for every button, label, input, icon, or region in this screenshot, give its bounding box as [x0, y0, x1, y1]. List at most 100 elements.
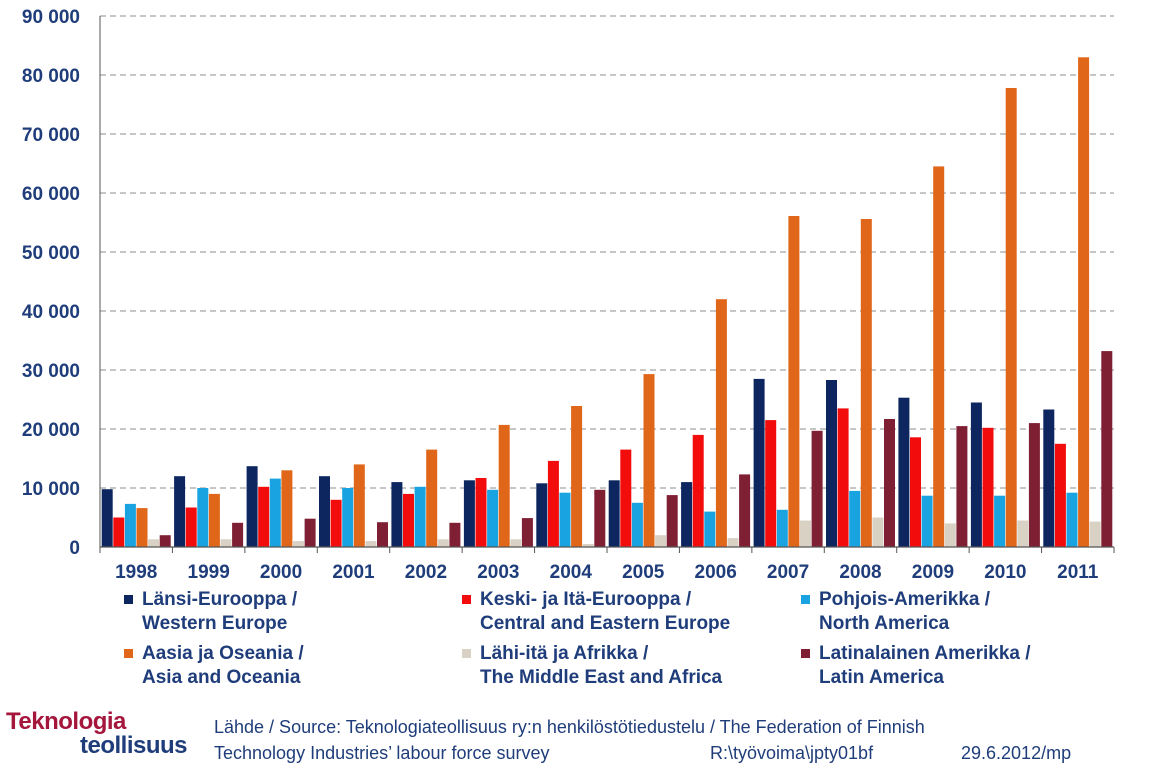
y-tick-label: 60 000: [22, 184, 80, 205]
legend-label-en: Central and Eastern Europe: [480, 613, 731, 634]
bar: [811, 430, 823, 547]
bar: [982, 427, 994, 547]
x-tick-label: 2010: [984, 562, 1026, 583]
legend-swatch-asia-oceania: [124, 649, 133, 658]
bar: [1066, 492, 1078, 547]
bar: [463, 480, 475, 547]
bar: [765, 420, 777, 547]
legend-label-fi: Länsi-Eurooppa /: [142, 589, 298, 610]
legend-label-fi: Pohjois-Amerikka /: [819, 589, 991, 610]
bar: [498, 424, 510, 547]
legend-label-fi: Aasia ja Oseania /: [142, 643, 304, 664]
logo-text-teollisuus: teollisuus: [80, 732, 188, 759]
legend-item-asia-oceania: Aasia ja Oseania / Asia and Oceania: [124, 642, 304, 690]
x-tick-label: 2001: [332, 562, 375, 583]
bar: [208, 493, 220, 547]
bar: [559, 492, 571, 547]
x-tick-label: 2007: [767, 562, 809, 583]
bar: [692, 434, 704, 547]
bar: [136, 508, 148, 547]
y-tick-label: 70 000: [22, 125, 80, 146]
date-stamp: 29.6.2012/mp: [961, 743, 1072, 763]
bar: [403, 493, 414, 547]
legend-swatch-middle-east-africa: [462, 649, 471, 658]
bar: [1043, 409, 1055, 547]
y-tick-label: 10 000: [22, 479, 80, 500]
bar: [159, 535, 171, 547]
y-tick-label: 0: [69, 538, 80, 559]
bar: [269, 478, 281, 547]
bar: [174, 476, 186, 547]
bar: [101, 489, 113, 547]
bar: [1028, 423, 1040, 547]
bar: [594, 489, 606, 547]
bar: [944, 523, 956, 547]
y-tick-label: 80 000: [22, 66, 80, 87]
bar: [681, 482, 693, 547]
y-tick-label: 50 000: [22, 243, 80, 264]
bar: [547, 460, 559, 547]
legend-item-western-europe: Länsi-Eurooppa / Western Europe: [124, 588, 297, 636]
legend-item-central-eastern-europe: Keski- ja Itä-Eurooppa / Central and East…: [462, 588, 730, 636]
bar: [185, 507, 197, 547]
bar: [353, 464, 365, 547]
bar: [956, 426, 968, 547]
bar: [220, 539, 232, 547]
x-tick-label: 2009: [912, 562, 954, 583]
bar: [704, 511, 716, 547]
logo-text-teknologia: Teknologia: [6, 708, 126, 735]
bar: [970, 402, 982, 547]
x-tick-label: 2004: [550, 562, 593, 583]
x-tick-label: 2011: [1057, 562, 1099, 583]
legend-label-fi: Latinalainen Amerikka /: [819, 643, 1031, 664]
x-tick-label: 1999: [188, 562, 230, 583]
chart-legend: Länsi-Eurooppa / Western Europe Keski- ja…: [0, 588, 1149, 698]
bar: [994, 495, 1006, 547]
bar: [124, 503, 136, 547]
bar: [304, 518, 316, 547]
bar: [620, 449, 632, 547]
bar: [921, 495, 933, 547]
bar: [258, 486, 270, 547]
bar: [631, 502, 643, 548]
x-tick-label: 2006: [695, 562, 737, 583]
bar: [426, 449, 438, 547]
teknologiateollisuus-logo: Teknologia teollisuus: [6, 708, 206, 760]
bar: [571, 406, 583, 547]
bar: [1089, 521, 1101, 547]
bar: [197, 488, 209, 547]
x-tick-label: 2000: [260, 562, 302, 583]
x-tick-label: 2003: [477, 562, 519, 583]
legend-label-en: North America: [819, 613, 950, 634]
bar: [643, 374, 655, 547]
legend-item-north-america: Pohjois-Amerikka / North America: [801, 588, 990, 636]
bar: [1005, 88, 1017, 547]
bar: [319, 476, 330, 547]
bar: [715, 299, 727, 547]
bar: [739, 474, 751, 547]
bar: [910, 437, 921, 547]
bar: [666, 495, 678, 547]
legend-swatch-north-america: [801, 595, 810, 604]
y-tick-label: 40 000: [22, 302, 80, 323]
bar: [536, 483, 548, 547]
bar: [788, 216, 800, 547]
legend-label-en: Latin America: [819, 667, 944, 688]
bar: [475, 478, 487, 547]
bar: [872, 517, 884, 547]
bar: [753, 378, 765, 547]
legend-swatch-western-europe: [124, 595, 133, 604]
legend-swatch-latin-america: [801, 649, 810, 658]
bar: [293, 541, 304, 547]
legend-label-en: Western Europe: [142, 613, 288, 634]
bar: [148, 539, 160, 547]
bar: [826, 380, 837, 547]
legend-swatch-central-eastern-europe: [462, 595, 471, 604]
bar: [1017, 520, 1029, 547]
bar: [1078, 57, 1090, 548]
bar: [933, 166, 945, 547]
bar-chart: 0 10 000 20 000 30 000 40 000 50 000 60 000 70 …: [22, 7, 1115, 583]
legend-label-fi: Keski- ja Itä-Eurooppa /: [480, 589, 692, 610]
y-tick-label: 20 000: [22, 420, 80, 441]
bar: [437, 539, 449, 547]
